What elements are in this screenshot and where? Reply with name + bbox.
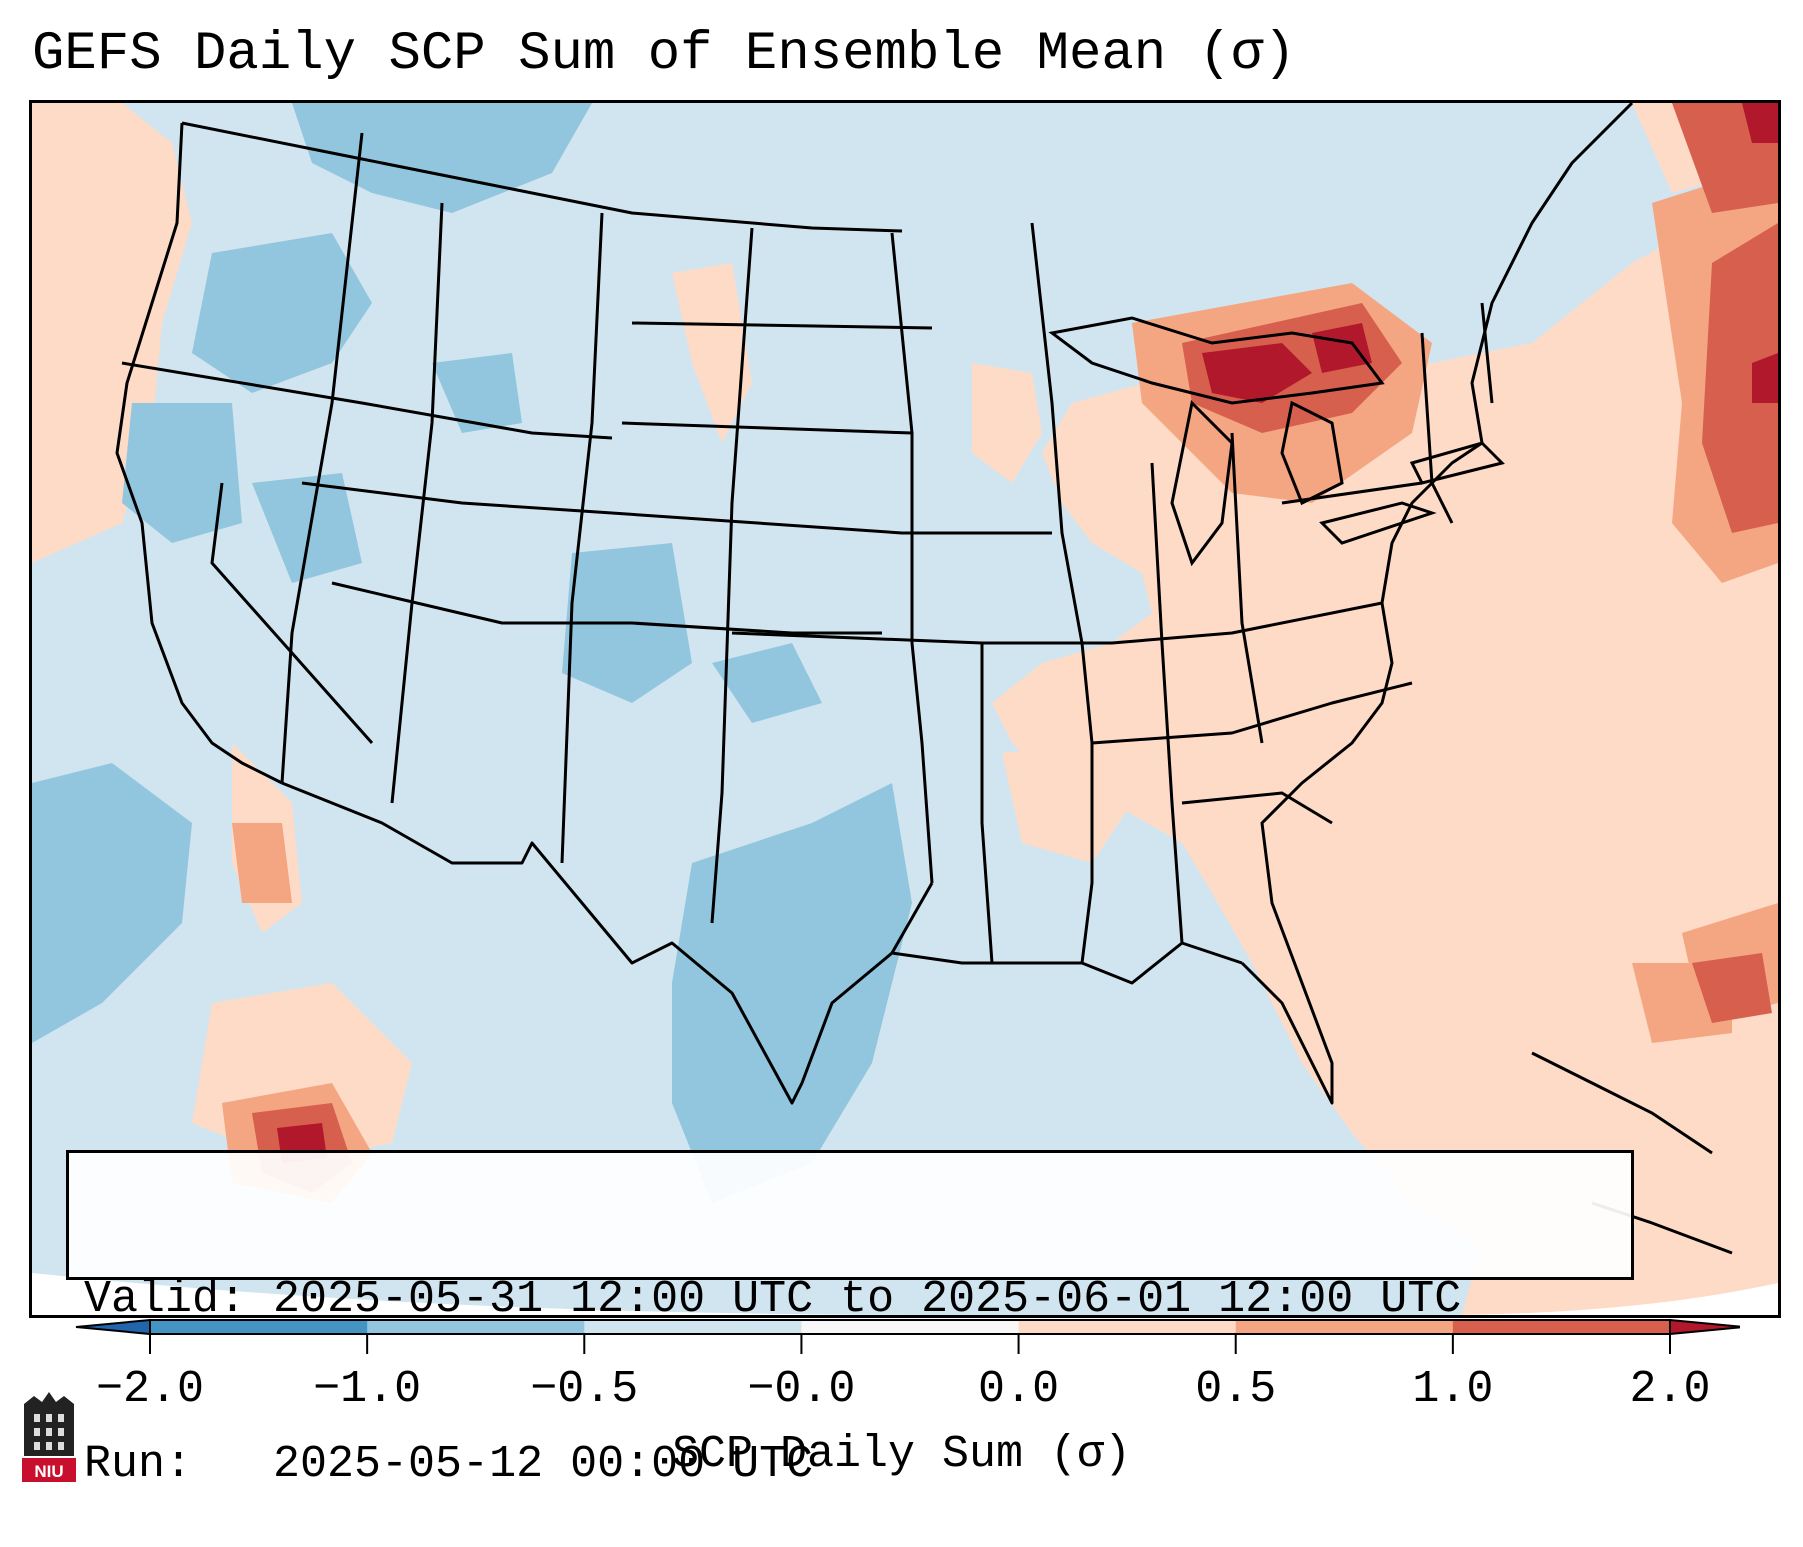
colorbar-tick-label: −2.0 [95, 1364, 205, 1415]
valid-run-info-box: Valid: 2025-05-31 12:00 UTC to 2025-06-0… [66, 1150, 1634, 1490]
colorbar-segment [801, 1320, 1020, 1334]
colorbar-outline [149, 1319, 1671, 1335]
colorbar-segment [584, 1320, 802, 1334]
state-borders [115, 103, 1634, 1105]
projection-edge [32, 1273, 932, 1315]
colorbar-label: SCP Daily Sum (σ) [671, 1429, 1132, 1480]
colorbar-segment [150, 1320, 368, 1334]
run-time-text: Run: 2025-05-12 00:00 UTC [84, 1439, 814, 1490]
scp-field-map [32, 103, 1778, 1315]
map-panel [29, 100, 1781, 1318]
map-title: GEFS Daily SCP Sum of Ensemble Mean (σ) [32, 24, 1296, 85]
colorbar-segment [1452, 1320, 1671, 1334]
moderate-negative-regions [32, 103, 912, 1203]
colorbar-tick-label: 0.5 [1195, 1364, 1277, 1415]
colorbar-segment [1018, 1320, 1237, 1334]
colorbar-segment [1235, 1320, 1454, 1334]
colorbar-tick-label: −0.0 [747, 1364, 856, 1415]
colorbar-extend-max [1669, 1318, 1740, 1336]
logo-text: NIU [34, 1462, 63, 1481]
logo-badge [22, 1458, 76, 1482]
valid-time-text: Valid: 2025-05-31 12:00 UTC to 2025-06-0… [84, 1274, 1462, 1325]
great-lakes [1048, 316, 1505, 567]
colorbar-tick-label: 0.0 [978, 1364, 1060, 1415]
colorbar-tick-label: −0.5 [530, 1364, 639, 1415]
colorbar-segment [367, 1320, 585, 1334]
projection-edge-right [1432, 1283, 1778, 1315]
colorbar-tick-label: 1.0 [1412, 1364, 1494, 1415]
colorbar-tick-label: −1.0 [313, 1364, 422, 1415]
colorbar-tick-label: 2.0 [1629, 1364, 1711, 1415]
colorbar [75, 1318, 1740, 1354]
colorbar-extend-min [75, 1318, 151, 1336]
niu-tower-logo-icon: NIU [22, 1392, 76, 1482]
